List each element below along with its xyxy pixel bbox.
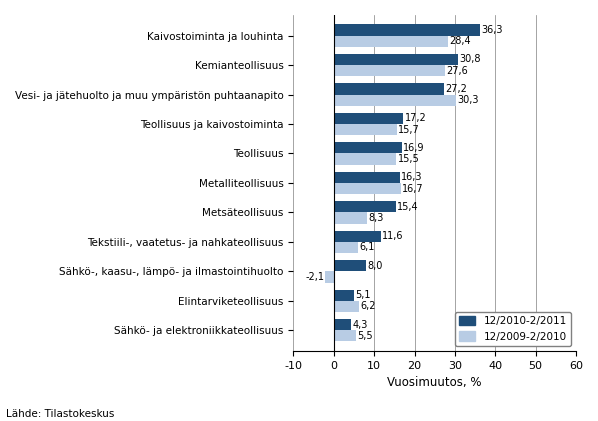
Text: 15,5: 15,5 xyxy=(398,154,419,164)
Bar xyxy=(334,201,396,213)
Text: 16,7: 16,7 xyxy=(402,184,424,194)
Text: 8,0: 8,0 xyxy=(367,261,383,271)
Bar xyxy=(334,65,446,76)
Text: 36,3: 36,3 xyxy=(481,25,503,35)
Bar xyxy=(334,301,359,312)
Bar xyxy=(334,142,402,154)
Text: Lähde: Tilastokeskus: Lähde: Tilastokeskus xyxy=(6,409,114,419)
Text: 17,2: 17,2 xyxy=(404,113,426,123)
Text: 30,8: 30,8 xyxy=(459,54,481,64)
Text: 16,3: 16,3 xyxy=(401,172,422,182)
Bar xyxy=(334,83,444,95)
Bar xyxy=(334,290,355,301)
Text: 4,3: 4,3 xyxy=(352,320,368,330)
Bar xyxy=(334,54,458,65)
Bar xyxy=(334,124,397,135)
Bar xyxy=(334,183,401,194)
Text: 5,1: 5,1 xyxy=(356,290,371,300)
Text: -2,1: -2,1 xyxy=(305,272,324,282)
Bar xyxy=(334,242,358,253)
Bar xyxy=(334,260,366,271)
Text: 27,6: 27,6 xyxy=(447,66,468,76)
Bar xyxy=(334,330,356,341)
Bar xyxy=(334,113,403,124)
Text: 5,5: 5,5 xyxy=(357,331,373,341)
Bar xyxy=(334,95,456,106)
Bar xyxy=(334,36,448,47)
Bar xyxy=(334,24,480,36)
Text: 27,2: 27,2 xyxy=(445,84,466,94)
Bar xyxy=(325,271,334,282)
Text: 8,3: 8,3 xyxy=(368,213,384,223)
Text: 6,2: 6,2 xyxy=(360,301,376,312)
Text: 28,4: 28,4 xyxy=(450,36,471,46)
Legend: 12/2010-2/2011, 12/2009-2/2010: 12/2010-2/2011, 12/2009-2/2010 xyxy=(455,312,571,346)
Bar xyxy=(334,319,351,330)
Bar xyxy=(334,172,399,183)
Text: 16,9: 16,9 xyxy=(403,143,425,153)
Text: 15,4: 15,4 xyxy=(397,202,419,212)
Text: 6,1: 6,1 xyxy=(359,242,375,253)
Text: 11,6: 11,6 xyxy=(382,231,404,241)
Text: 30,3: 30,3 xyxy=(457,95,479,105)
Bar xyxy=(334,231,381,242)
X-axis label: Vuosimuutos, %: Vuosimuutos, % xyxy=(388,376,482,389)
Bar xyxy=(334,154,396,165)
Text: 15,7: 15,7 xyxy=(398,125,420,135)
Bar xyxy=(334,213,367,224)
